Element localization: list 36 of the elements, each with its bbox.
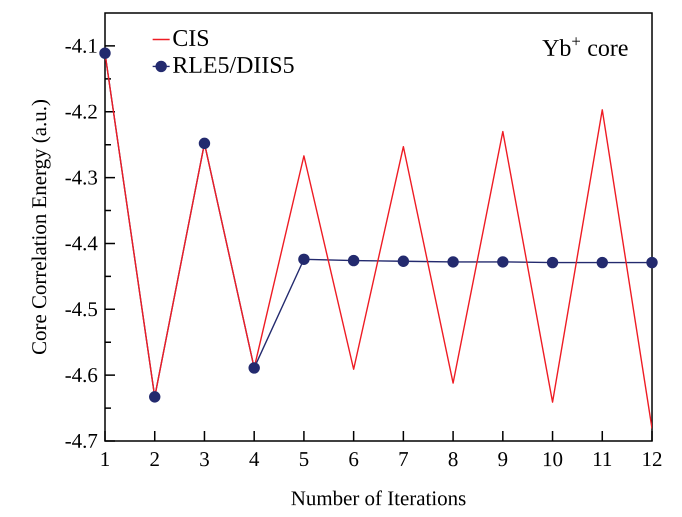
y-axis-title: Core Correlation Energy (a.u.) xyxy=(32,100,51,354)
point xyxy=(248,362,260,374)
y-tick-label: -4.5 xyxy=(65,302,98,316)
point xyxy=(447,256,459,268)
x-tick-label: 8 xyxy=(448,452,458,466)
y-tick-label: -4.1 xyxy=(65,38,97,53)
point xyxy=(298,254,310,265)
point xyxy=(198,138,210,150)
x-tick-label: 10 xyxy=(544,452,562,466)
point xyxy=(497,256,509,268)
point xyxy=(546,256,558,268)
x-tick-label: 9 xyxy=(498,452,508,466)
legend-label: CIS xyxy=(173,30,208,46)
point xyxy=(646,256,658,268)
x-tick-label: 6 xyxy=(349,452,358,466)
point xyxy=(149,391,160,403)
legend-label: RLE5/DIIS5 xyxy=(173,56,294,74)
x-axis-title: Number of Iterations xyxy=(291,490,466,506)
x-tick-label: 12 xyxy=(643,452,662,466)
y-tick-label: -4.4 xyxy=(65,236,98,250)
y-tick-label: -4.6 xyxy=(65,368,98,382)
x-tick-label: 3 xyxy=(200,452,209,466)
x-tick-label: 1 xyxy=(102,452,109,466)
point xyxy=(99,47,111,59)
point xyxy=(398,256,410,267)
point xyxy=(596,256,608,268)
x-tick-label: 5 xyxy=(300,452,308,466)
point xyxy=(348,254,360,266)
y-tick-label: -4.3 xyxy=(65,170,98,185)
x-tick-label: 2 xyxy=(150,452,159,466)
y-tick-label: -4.2 xyxy=(65,104,97,119)
annotation: Yb$^{+}$ core xyxy=(542,37,628,56)
y-tick-label: -4.7 xyxy=(65,434,98,448)
x-tick-label: 11 xyxy=(594,452,612,466)
x-tick-label: 7 xyxy=(400,452,408,466)
x-tick-label: 4 xyxy=(249,452,260,466)
